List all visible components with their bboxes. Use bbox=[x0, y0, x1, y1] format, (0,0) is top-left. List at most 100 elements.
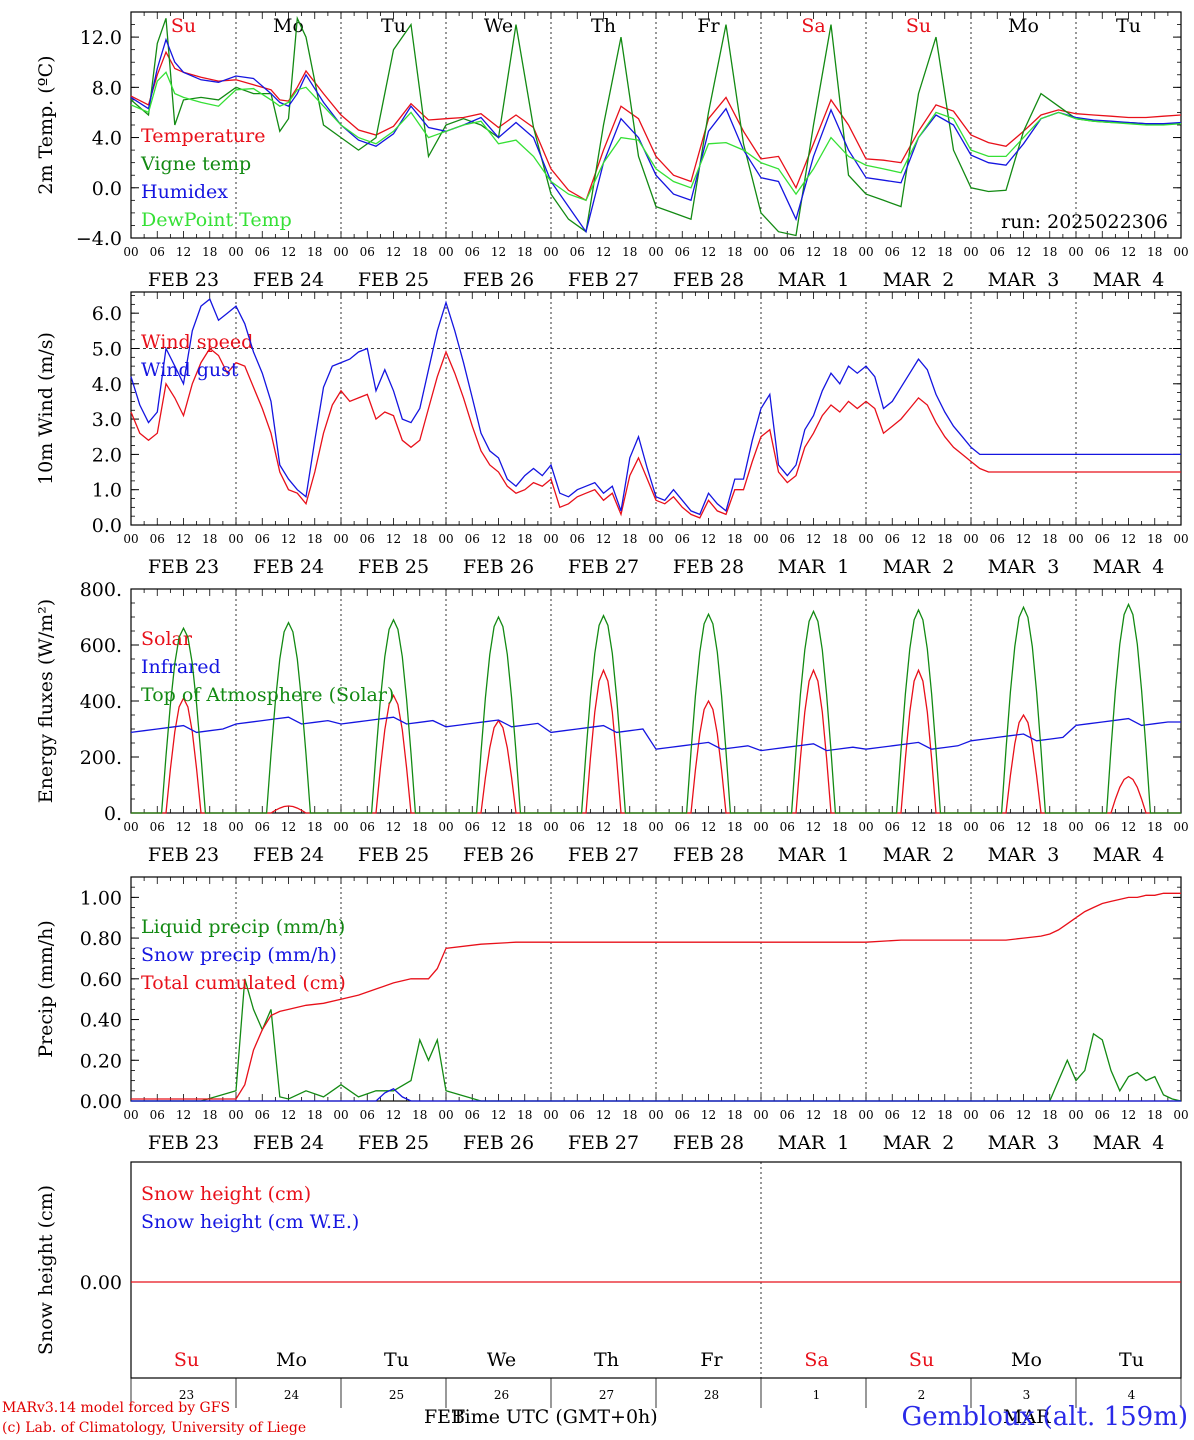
hour-tick-label: 12 bbox=[176, 1108, 191, 1122]
hour-tick-label: 00 bbox=[1173, 1108, 1188, 1122]
hour-tick-label: 18 bbox=[307, 1108, 322, 1122]
hour-tick-label: 06 bbox=[150, 245, 165, 259]
hour-tick-label: 12 bbox=[491, 820, 506, 834]
date-label: FEB 24 bbox=[253, 844, 324, 866]
date-label: FEB 27 bbox=[568, 844, 639, 866]
hour-tick-label: 18 bbox=[937, 532, 952, 546]
hour-tick-label: 06 bbox=[150, 1108, 165, 1122]
hour-tick-label: 12 bbox=[701, 820, 716, 834]
y-tick-label: 2.0 bbox=[92, 444, 122, 466]
hour-tick-label: 06 bbox=[570, 1108, 585, 1122]
hour-tick-label: 06 bbox=[570, 245, 585, 259]
hour-tick-label: 06 bbox=[885, 1108, 900, 1122]
hour-tick-label: 12 bbox=[1016, 245, 1031, 259]
hour-tick-label: 12 bbox=[1016, 1108, 1031, 1122]
legend-entry: Top of Atmosphere (Solar) bbox=[141, 684, 394, 706]
hour-tick-label: 12 bbox=[491, 245, 506, 259]
day-number-label: 24 bbox=[284, 1388, 300, 1402]
hour-tick-label: 18 bbox=[832, 820, 847, 834]
y-tick-label: 6.0 bbox=[92, 303, 122, 325]
month-label-mar: MAR bbox=[1003, 1406, 1051, 1428]
y-tick-label: 0.00 bbox=[80, 1272, 122, 1294]
date-label: MAR 2 bbox=[883, 1132, 955, 1154]
day-number-label: 23 bbox=[179, 1388, 194, 1402]
hour-tick-label: 06 bbox=[465, 820, 480, 834]
legend-entry: Temperature bbox=[141, 125, 265, 147]
date-label: FEB 23 bbox=[148, 556, 219, 578]
hour-tick-label: 00 bbox=[438, 245, 453, 259]
hour-tick-label: 12 bbox=[491, 1108, 506, 1122]
hour-tick-label: 00 bbox=[333, 1108, 348, 1122]
legend-entry: DewPoint Temp bbox=[141, 209, 292, 231]
hour-tick-label: 18 bbox=[622, 820, 637, 834]
hour-tick-label: 12 bbox=[806, 1108, 821, 1122]
hour-tick-label: 18 bbox=[622, 245, 637, 259]
hour-tick-label: 00 bbox=[753, 820, 768, 834]
date-label: FEB 25 bbox=[358, 1132, 429, 1154]
hour-tick-label: 06 bbox=[885, 532, 900, 546]
hour-tick-label: 18 bbox=[517, 532, 532, 546]
hour-tick-label: 18 bbox=[307, 245, 322, 259]
hour-tick-label: 06 bbox=[570, 820, 585, 834]
y-tick-label: −4.0 bbox=[76, 228, 122, 250]
series-line-total-cumulated-cm- bbox=[131, 892, 1181, 1100]
legend-entry: Liquid precip (mm/h) bbox=[141, 916, 345, 938]
hour-tick-label: 00 bbox=[228, 245, 243, 259]
y-axis-title: Precip (mm/h) bbox=[35, 920, 57, 1058]
hour-tick-label: 00 bbox=[648, 820, 663, 834]
hour-tick-label: 06 bbox=[780, 1108, 795, 1122]
hour-tick-label: 06 bbox=[885, 245, 900, 259]
series-line-infrared bbox=[130, 716, 1181, 752]
date-label: FEB 26 bbox=[463, 556, 534, 578]
date-label: FEB 23 bbox=[148, 844, 219, 866]
hour-tick-label: 18 bbox=[937, 1108, 952, 1122]
station-name: Gembloux (alt. 159m) bbox=[901, 1402, 1188, 1432]
series-line-vigne-temp bbox=[130, 15, 1181, 237]
hour-tick-label: 18 bbox=[1042, 820, 1057, 834]
weekday-label: Th bbox=[594, 1349, 619, 1371]
legend-entry: Snow precip (mm/h) bbox=[141, 944, 337, 966]
hour-tick-label: 00 bbox=[648, 532, 663, 546]
series-line-liquid-precip-mm-h- bbox=[131, 978, 1182, 1102]
weekday-label: Tu bbox=[1119, 1349, 1144, 1371]
legend-entry: Humidex bbox=[141, 181, 228, 203]
hour-tick-label: 00 bbox=[333, 820, 348, 834]
hour-tick-label: 00 bbox=[438, 820, 453, 834]
legend-entry: Wind gust bbox=[141, 359, 239, 381]
hour-tick-label: 18 bbox=[832, 1108, 847, 1122]
hour-tick-label: 18 bbox=[1147, 245, 1162, 259]
hour-tick-label: 00 bbox=[1068, 1108, 1083, 1122]
series-line-humidex bbox=[130, 37, 1182, 234]
hour-tick-label: 00 bbox=[228, 532, 243, 546]
hour-tick-label: 06 bbox=[360, 820, 375, 834]
hour-tick-label: 12 bbox=[596, 532, 611, 546]
legend-entry: Snow height (cm) bbox=[141, 1183, 311, 1205]
date-label: MAR 4 bbox=[1093, 269, 1165, 291]
hour-tick-label: 06 bbox=[1095, 532, 1110, 546]
hour-tick-label: 00 bbox=[1068, 245, 1083, 259]
hour-tick-label: 00 bbox=[1068, 532, 1083, 546]
hour-tick-label: 00 bbox=[543, 245, 558, 259]
hour-tick-label: 12 bbox=[806, 532, 821, 546]
hour-tick-label: 12 bbox=[386, 532, 401, 546]
y-tick-label: 0.0 bbox=[92, 515, 122, 537]
date-label: MAR 2 bbox=[883, 269, 955, 291]
y-tick-label: 0.0 bbox=[92, 178, 122, 200]
hour-tick-label: 06 bbox=[465, 245, 480, 259]
day-number-label: 2 bbox=[918, 1388, 926, 1402]
hour-tick-label: 12 bbox=[701, 1108, 716, 1122]
hour-tick-label: 06 bbox=[465, 532, 480, 546]
hour-tick-label: 18 bbox=[307, 820, 322, 834]
hour-tick-label: 00 bbox=[1173, 532, 1188, 546]
hour-tick-label: 12 bbox=[281, 820, 296, 834]
legend-entry: Snow height (cm W.E.) bbox=[141, 1211, 359, 1233]
weekday-label: Mo bbox=[1008, 15, 1039, 37]
hour-tick-label: 18 bbox=[517, 245, 532, 259]
hour-tick-label: 18 bbox=[727, 245, 742, 259]
hour-tick-label: 00 bbox=[753, 532, 768, 546]
hour-tick-label: 12 bbox=[806, 820, 821, 834]
hour-tick-label: 18 bbox=[1042, 532, 1057, 546]
hour-tick-label: 06 bbox=[1095, 820, 1110, 834]
hour-tick-label: 06 bbox=[990, 820, 1005, 834]
hour-tick-label: 18 bbox=[622, 532, 637, 546]
